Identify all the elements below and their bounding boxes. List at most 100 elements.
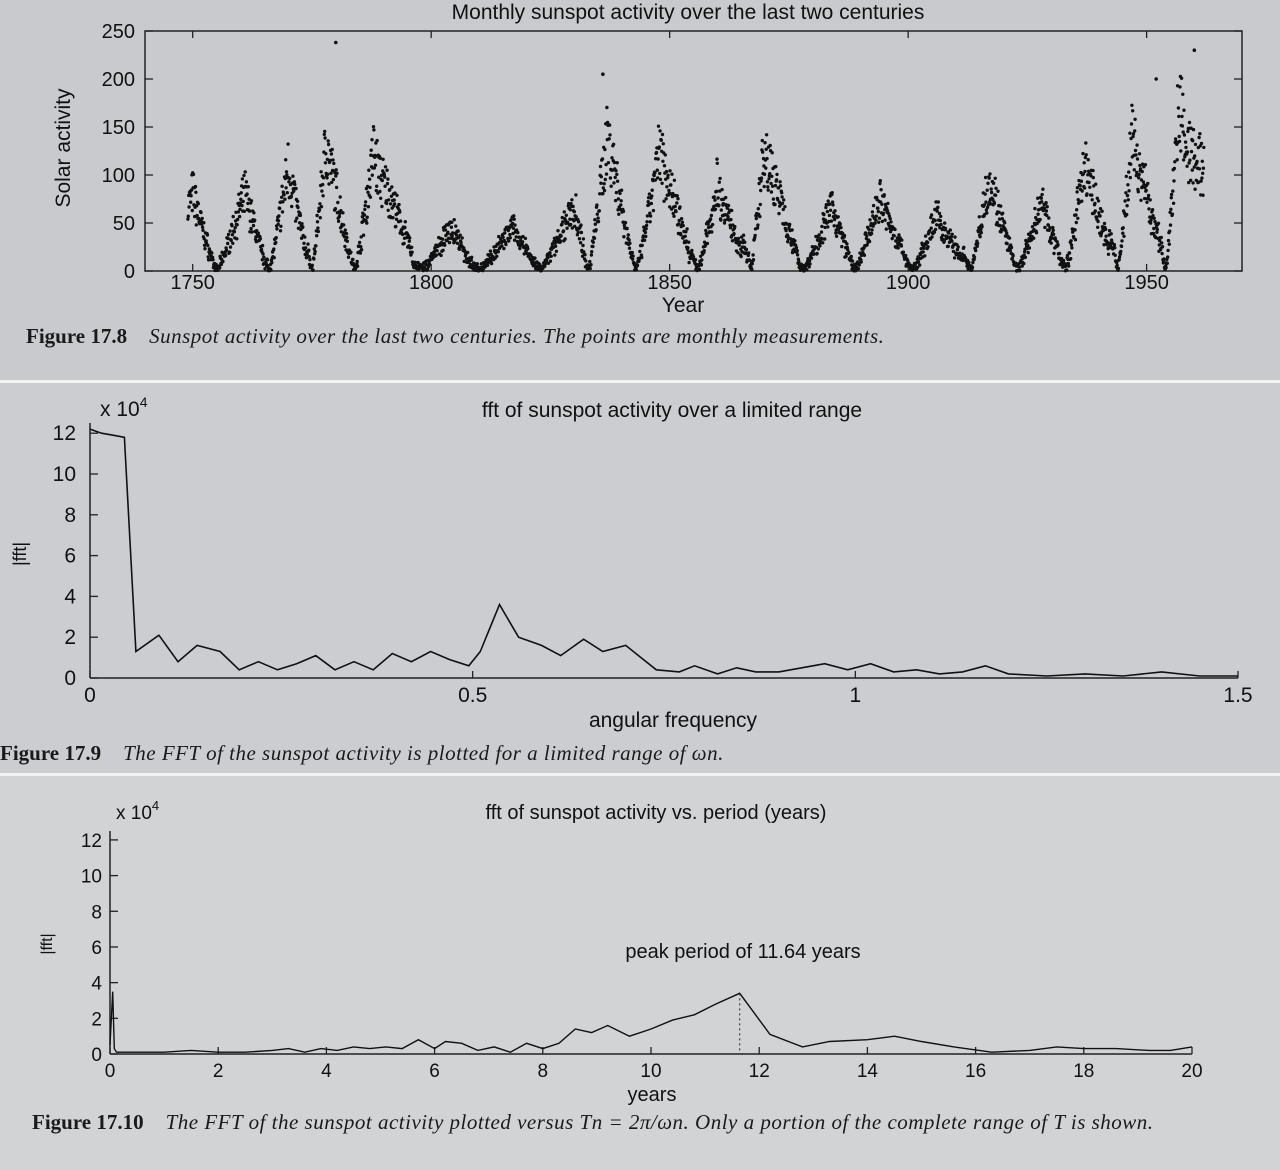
data-point [1137, 172, 1141, 177]
data-point [1033, 206, 1037, 211]
data-point [336, 200, 340, 205]
data-point [878, 179, 882, 183]
data-point [943, 221, 947, 225]
data-point [761, 150, 765, 154]
data-point [669, 183, 673, 187]
data-point [508, 236, 512, 240]
data-point [303, 246, 308, 250]
data-point [378, 189, 382, 194]
data-point [672, 178, 677, 182]
x-tick-label: 16 [965, 1061, 986, 1082]
data-point [1082, 186, 1087, 190]
data-point [243, 170, 247, 174]
data-point [743, 240, 747, 244]
data-point [569, 202, 573, 206]
data-point [952, 256, 957, 260]
data-point [262, 255, 266, 259]
data-point [630, 250, 634, 255]
data-point [845, 242, 849, 246]
data-point [775, 172, 779, 177]
data-point [825, 209, 830, 214]
data-point [753, 233, 757, 238]
data-point [543, 261, 548, 266]
data-point [407, 239, 411, 243]
data-point [883, 218, 887, 222]
data-point [822, 212, 826, 217]
data-point [1180, 114, 1184, 119]
caption-text: The FFT of the sunspot activity plotted … [165, 1110, 1154, 1134]
data-point [370, 173, 374, 177]
data-point [388, 202, 393, 206]
data-point [1124, 174, 1129, 179]
data-point [190, 208, 194, 213]
x-tick-label: 1750 [170, 272, 215, 294]
data-point [600, 157, 605, 161]
data-point [363, 207, 367, 212]
data-point [941, 233, 945, 237]
data-point [1134, 153, 1138, 157]
data-point [823, 225, 827, 230]
y-tick-label: 250 [102, 21, 135, 43]
data-point [670, 172, 674, 176]
data-point [989, 190, 994, 195]
x-tick-label: 1850 [647, 272, 692, 294]
data-point [713, 207, 718, 211]
data-point [776, 198, 780, 202]
data-point [1010, 256, 1014, 261]
data-point [846, 248, 850, 252]
data-point [704, 228, 708, 233]
data-point [664, 169, 669, 174]
data-point [596, 216, 600, 220]
data-point [390, 185, 394, 189]
data-point [434, 253, 438, 257]
data-point [1001, 211, 1005, 215]
data-point [533, 256, 537, 260]
data-point [1085, 192, 1089, 196]
data-point [1169, 192, 1174, 197]
data-point [942, 239, 946, 243]
plot-frame [144, 30, 1243, 272]
data-point [606, 161, 611, 165]
data-point [867, 239, 872, 244]
caption-label: Figure 17.8 [26, 324, 128, 348]
data-point [221, 259, 225, 264]
data-point [332, 161, 336, 166]
data-point [1195, 159, 1199, 164]
data-point [823, 237, 827, 241]
data-point [824, 205, 828, 210]
data-point [1197, 135, 1201, 140]
data-point [885, 209, 890, 213]
data-point [715, 157, 719, 161]
data-point [335, 171, 339, 175]
data-point [292, 180, 297, 184]
y-axis-label: |fft| [39, 933, 56, 954]
data-point [705, 241, 710, 246]
y-tick-label: 12 [53, 422, 76, 445]
data-point [1137, 176, 1141, 180]
data-point [1104, 227, 1108, 231]
data-point [1091, 168, 1095, 173]
data-point [757, 181, 761, 186]
data-point [1187, 161, 1191, 165]
data-point [392, 202, 397, 206]
data-point [1107, 229, 1112, 233]
data-point [278, 229, 283, 233]
data-point [333, 40, 338, 45]
data-point [687, 240, 691, 244]
data-point [1069, 243, 1074, 247]
data-point [677, 218, 681, 223]
data-point [382, 172, 386, 177]
caption-text: Sunspot activity over the last two centu… [149, 324, 885, 348]
data-point [1121, 231, 1125, 235]
data-point [276, 222, 280, 226]
data-point [827, 213, 832, 218]
figure-caption: Figure 17.8 Sunspot activity over the las… [26, 324, 1256, 348]
data-point [982, 203, 987, 207]
data-point [224, 248, 229, 252]
data-point [296, 205, 300, 210]
data-point [710, 222, 715, 227]
data-point [762, 184, 766, 189]
y-tick-label: 12 [81, 831, 102, 852]
data-point [983, 192, 987, 196]
data-point [1192, 165, 1197, 169]
